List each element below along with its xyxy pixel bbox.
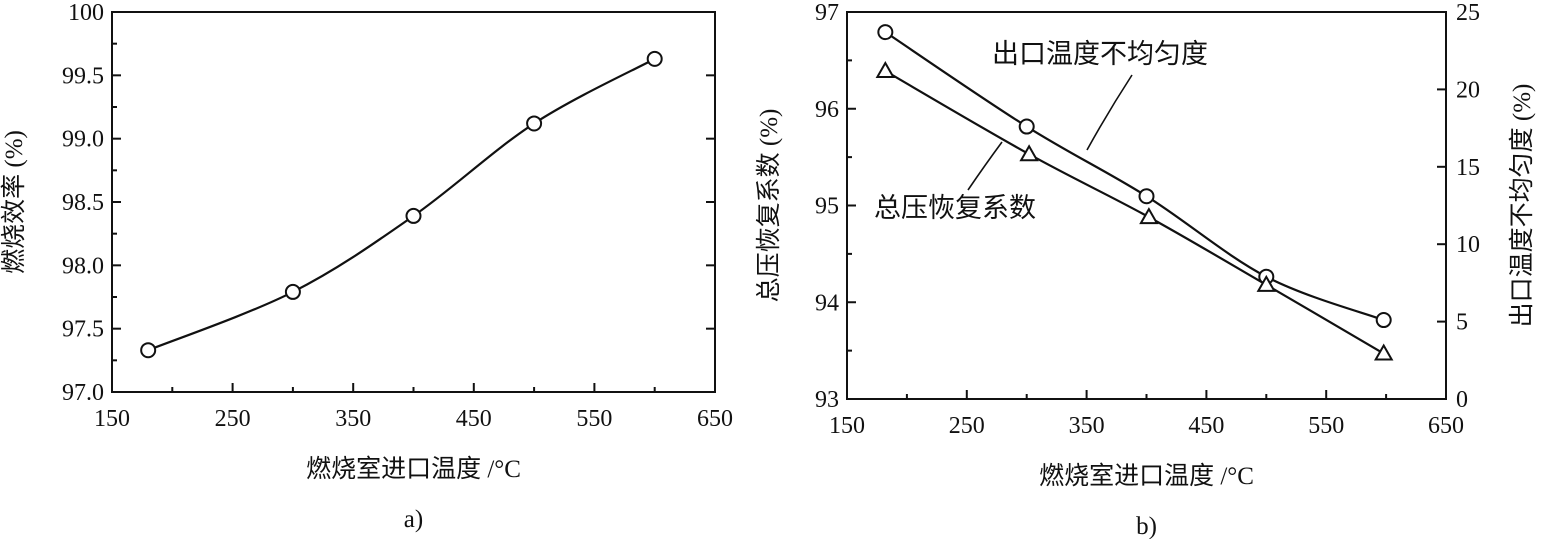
series-label-outlet-nonuniformity: 出口温度不均匀度 (992, 39, 1208, 69)
x-tick-label: 150 (94, 406, 130, 432)
series-2 (875, 61, 1394, 361)
y-right-axis-title: 出口温度不均匀度 (%) (1508, 84, 1536, 328)
chart-a: 150 250 350 450 550 650 97.0 97.5 98.0 98.5 99.0 99… (0, 0, 733, 533)
y-tick-label: 97.5 (62, 317, 104, 343)
plot-frame (111, 11, 716, 393)
leader-line (967, 141, 1003, 191)
x-tick-label: 550 (1308, 413, 1344, 439)
y-tick-label: 99.0 (62, 127, 104, 153)
y-axis-title: 燃烧效率 (%) (0, 130, 28, 274)
y-tick-label: 93 (815, 387, 839, 413)
x-tick-label: 350 (1069, 413, 1105, 439)
y-axis: 93 94 95 96 97 (815, 0, 856, 413)
y-tick-label: 94 (815, 290, 839, 316)
series-line (147, 57, 656, 352)
x-tick-label: 450 (456, 406, 492, 432)
data-point (875, 61, 896, 79)
y-tick-label: 98.0 (62, 253, 104, 279)
y-tick-label: 98.5 (62, 190, 104, 216)
data-point (1019, 144, 1039, 162)
series-1 (140, 50, 663, 359)
x-tick-label: 150 (829, 413, 865, 439)
x-tick-label: 550 (576, 406, 612, 432)
x-tick-label: 650 (1428, 413, 1464, 439)
data-point (284, 283, 301, 300)
y-right-tick-label: 20 (1456, 77, 1480, 103)
data-point (405, 207, 422, 224)
data-point (1139, 207, 1159, 225)
y-right-tick-label: 10 (1456, 232, 1480, 258)
data-point (1138, 188, 1155, 205)
data-point (140, 342, 157, 359)
y-tick-label: 97 (815, 0, 839, 26)
x-tick-label: 250 (215, 406, 251, 432)
data-point (646, 50, 663, 67)
data-point (1018, 118, 1035, 135)
x-axis: 150 250 350 450 550 650 (94, 383, 733, 432)
x-tick-label: 450 (1188, 413, 1224, 439)
chart-b: 150 250 350 450 550 650 93 94 95 96 97 0 5 10 15 20 25 出口… (755, 0, 1536, 539)
y-right-tick-label: 5 (1456, 310, 1468, 336)
x-tick-label: 250 (949, 413, 985, 439)
chart-caption: a) (404, 506, 423, 533)
y-axis-right: 0 5 10 15 20 25 出口温度不均匀度 (%) (1437, 0, 1536, 413)
data-point (526, 115, 543, 132)
y-tick-label: 99.5 (62, 63, 104, 89)
y-tick-label: 97.0 (62, 380, 104, 406)
y-right-tick-label: 25 (1456, 0, 1480, 26)
y-axis-title: 总压恢复系数 (%) (755, 109, 783, 303)
series-1 (877, 24, 1392, 329)
x-axis-title: 燃烧室进口温度 /°C (1039, 462, 1254, 490)
x-axis: 150 250 350 450 550 650 (829, 390, 1464, 439)
series-line (884, 31, 1385, 322)
data-point (877, 24, 894, 41)
data-point (1373, 343, 1394, 361)
y-tick-label: 95 (815, 194, 839, 220)
x-tick-label: 350 (335, 406, 371, 432)
data-point (1375, 312, 1392, 329)
series-label-total-pressure-recovery: 总压恢复系数 (874, 193, 1036, 223)
y-tick-label: 100 (68, 0, 104, 26)
y-right-tick-label: 15 (1456, 155, 1480, 181)
data-point (1256, 274, 1277, 292)
y-tick-label: 96 (815, 97, 839, 123)
y-right-tick-label: 0 (1456, 387, 1468, 413)
leader-line (1086, 74, 1133, 151)
x-axis-title: 燃烧室进口温度 /°C (306, 455, 521, 483)
chart-caption: b) (1136, 513, 1157, 539)
x-tick-label: 650 (697, 406, 733, 432)
y-axis: 97.0 97.5 98.0 98.5 99.0 99.5 100 (62, 0, 715, 406)
